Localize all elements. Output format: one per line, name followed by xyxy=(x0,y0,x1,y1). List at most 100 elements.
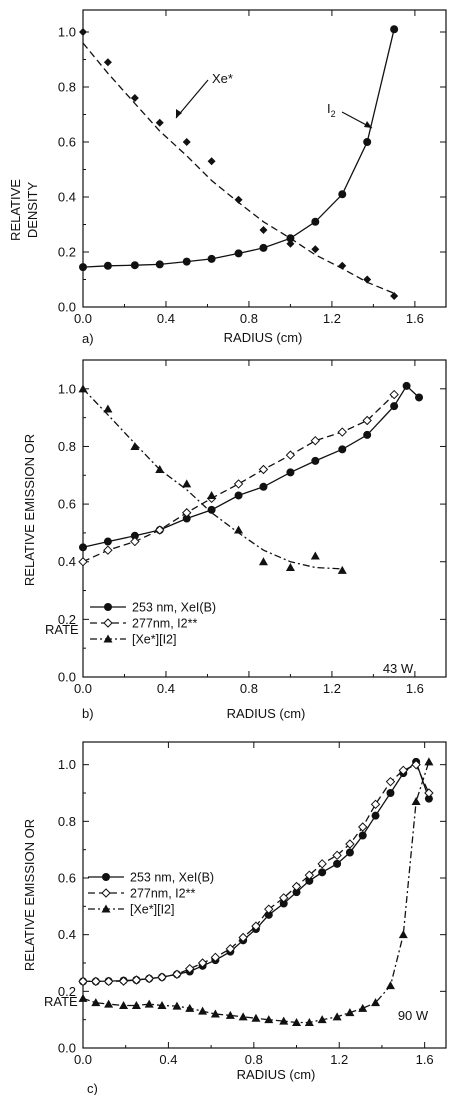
y-tick-label-c: 0.2 xyxy=(58,984,76,999)
annotation-i2: I2 xyxy=(327,101,336,119)
data-point-b-2 xyxy=(234,525,244,534)
data-point-b-1 xyxy=(130,536,140,547)
data-point-c-2 xyxy=(292,1018,302,1026)
x-tick-label-a: 0.8 xyxy=(240,311,258,326)
data-point-c-2 xyxy=(424,757,434,766)
data-point-c-1 xyxy=(197,958,208,968)
data-point-c-2 xyxy=(131,1001,141,1009)
data-point-c-1 xyxy=(304,870,315,880)
data-point-a-0 xyxy=(130,94,139,102)
data-point-a-1 xyxy=(103,261,112,270)
chart-panel-c: 0.0 0.4 0.8 1.2 1.6 0.0 0.2 0.4 0.6 0.8 1.0 RELATI… xyxy=(22,741,447,1095)
y-axis-label-b-line1: RELATIVE EMISSION OR xyxy=(22,434,37,586)
data-point-a-0 xyxy=(155,118,164,127)
legend-label-c: 277nm, I2** xyxy=(130,887,195,901)
x-tick-label-c: 0.8 xyxy=(245,1052,263,1067)
y-tick-label-c: 0.8 xyxy=(58,814,76,829)
data-point-c-2 xyxy=(264,1015,274,1024)
power-label-b: 43 W xyxy=(383,661,414,676)
data-point-b-1 xyxy=(182,508,192,518)
data-point-c-1 xyxy=(157,972,167,982)
data-point-c-1 xyxy=(251,921,261,931)
data-point-a-1 xyxy=(130,261,139,270)
y-tick-label-b: 0.8 xyxy=(58,439,76,454)
data-point-c-1 xyxy=(118,976,129,986)
data-point-c-2 xyxy=(398,930,408,939)
data-point-b-1 xyxy=(337,427,347,437)
data-point-b-1 xyxy=(233,479,244,489)
data-point-a-0 xyxy=(207,157,216,166)
data-point-c-2 xyxy=(225,1010,235,1019)
data-point-c-1 xyxy=(238,932,248,943)
y-tick-label-a: 0.0 xyxy=(58,300,76,315)
data-point-a-0 xyxy=(79,28,87,36)
data-point-a-1 xyxy=(207,254,216,263)
data-point-b-0 xyxy=(311,456,320,465)
data-point-c-1 xyxy=(398,765,409,776)
data-point-b-2 xyxy=(285,562,295,571)
data-point-c-2 xyxy=(210,1009,220,1018)
data-point-b-1 xyxy=(310,435,321,446)
y-tick-label-b: 0.4 xyxy=(58,554,76,569)
data-point-b-0 xyxy=(363,430,372,439)
data-point-a-1 xyxy=(390,25,399,34)
x-tick-label-a: 0.0 xyxy=(74,311,92,326)
data-point-a-0 xyxy=(103,58,112,67)
data-point-c-2 xyxy=(345,1008,355,1017)
power-label-c: 90 W xyxy=(398,1008,429,1023)
chart-panel-b: 0.0 0.4 0.8 1.2 1.6 0.0 0.2 0.4 0.6 0.8 1.0 RELATI… xyxy=(22,359,447,721)
data-point-c-1 xyxy=(210,952,221,963)
legend-label-b: 277nm, I2** xyxy=(132,617,197,631)
data-point-a-1 xyxy=(79,263,87,272)
x-tick-label-c: 1.6 xyxy=(416,1052,434,1067)
data-point-c-2 xyxy=(185,1003,195,1012)
data-point-c-2 xyxy=(104,999,114,1008)
data-point-c-0 xyxy=(386,789,395,797)
data-point-a-0 xyxy=(338,261,347,270)
data-point-c-1 xyxy=(279,893,289,903)
data-point-b-2 xyxy=(182,479,192,488)
legend-b: 253 nm, XeI(B) 277nm, I2** [Xe*][I2] xyxy=(90,601,216,647)
y-tick-label-b: 0.2 xyxy=(58,612,76,627)
x-tick-label-c: 1.2 xyxy=(330,1052,348,1067)
x-tick-label-a: 1.6 xyxy=(406,311,424,326)
data-point-c-1 xyxy=(264,904,274,914)
data-point-b-0 xyxy=(402,381,411,390)
data-point-c-2 xyxy=(91,998,101,1007)
annotation-xe-star: Xe* xyxy=(212,71,233,86)
data-point-c-1 xyxy=(358,822,368,832)
x-tick-label-b: 0.4 xyxy=(157,681,175,696)
legend-marker-c xyxy=(102,873,110,881)
arrow-i2-head xyxy=(364,121,372,128)
data-point-a-0 xyxy=(234,195,243,204)
data-point-c-2 xyxy=(317,1015,327,1024)
series-line-b-2 xyxy=(82,388,343,570)
x-tick-label-c: 0.0 xyxy=(74,1052,92,1067)
data-point-b-2 xyxy=(78,384,88,393)
data-point-c-2 xyxy=(371,998,381,1007)
data-point-c-0 xyxy=(318,868,327,877)
data-point-c-2 xyxy=(198,1006,208,1015)
data-point-c-2 xyxy=(411,797,421,805)
plot-a: 0.0 0.4 0.8 1.2 1.6 0.0 0.2 0.4 0.6 0.8 1.0 xyxy=(58,9,447,326)
data-point-b-2 xyxy=(310,551,320,560)
data-point-b-1 xyxy=(78,557,88,567)
data-point-c-1 xyxy=(317,859,327,869)
chart-panel-a: 0.0 0.4 0.8 1.2 1.6 0.0 0.2 0.4 0.6 0.8 1.0 RELATI… xyxy=(8,9,447,346)
data-point-a-1 xyxy=(311,217,320,226)
data-point-c-2 xyxy=(119,1001,129,1009)
data-point-c-0 xyxy=(333,859,342,868)
data-point-a-1 xyxy=(182,257,191,266)
data-point-c-1 xyxy=(131,975,142,985)
data-point-c-1 xyxy=(103,976,114,987)
data-point-c-0 xyxy=(305,876,314,885)
data-point-b-2 xyxy=(155,465,165,474)
legend-c: 253 nm, XeI(B) 277nm, I2** [Xe*][I2] xyxy=(88,871,214,917)
x-tick-label-c: 0.4 xyxy=(159,1052,177,1067)
data-point-b-1 xyxy=(155,525,165,535)
panel-label-b: b) xyxy=(82,706,94,721)
y-tick-label-c: 0.6 xyxy=(58,871,76,886)
y-tick-label-b: 0.6 xyxy=(58,497,76,512)
y-tick-label-a: 1.0 xyxy=(58,25,76,40)
data-point-b-2 xyxy=(207,490,217,499)
